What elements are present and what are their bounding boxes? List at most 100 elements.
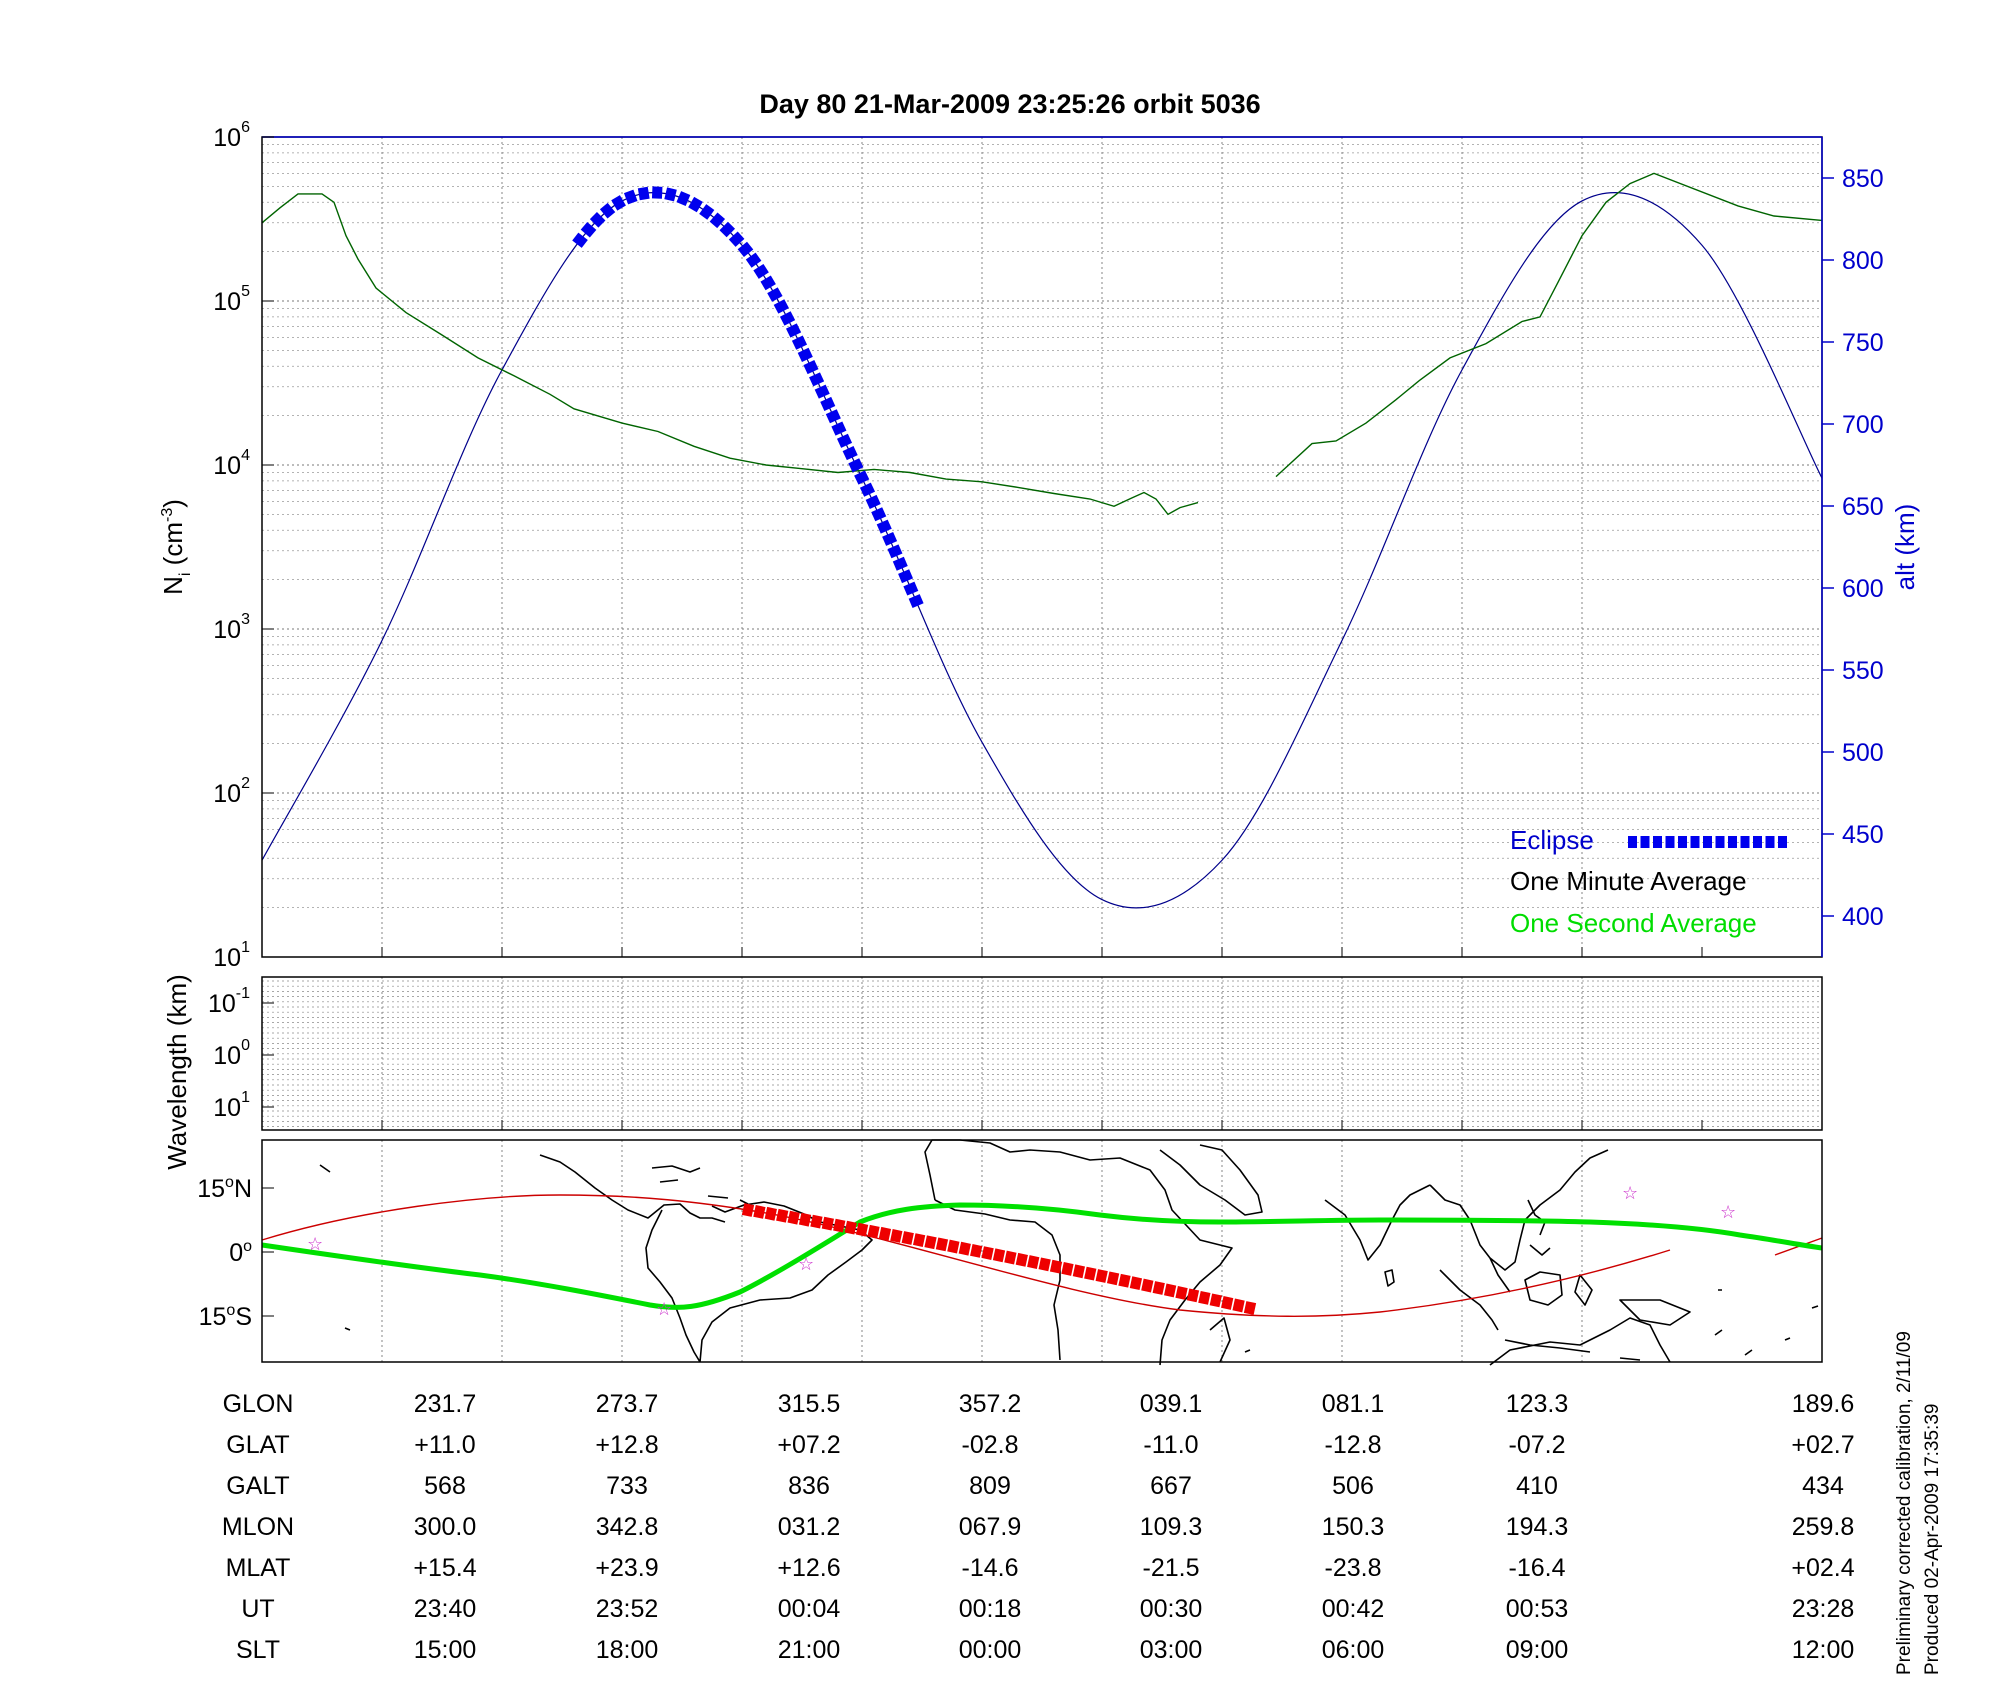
table-cell: 067.9	[959, 1513, 1022, 1541]
map-eclipse-marker	[1038, 1257, 1051, 1272]
eclipse-marker	[871, 507, 887, 522]
map-eclipse-marker	[753, 1204, 766, 1219]
y-tick-label: 800	[1842, 247, 1884, 275]
map-eclipse-marker	[764, 1206, 777, 1221]
map-eclipse-marker	[1118, 1273, 1131, 1288]
legend-eclipse-marker	[1653, 836, 1662, 848]
eclipse-marker	[688, 196, 703, 213]
table-cell: 315.5	[778, 1390, 841, 1418]
map-eclipse-marker	[1175, 1285, 1188, 1300]
star-icon: ☆	[1720, 1202, 1736, 1223]
top-grid	[262, 137, 1822, 958]
eclipse-marker	[623, 189, 638, 205]
eclipse-markers	[572, 186, 924, 608]
table-cell: +12.8	[595, 1431, 658, 1459]
eclipse-marker	[814, 384, 830, 399]
legend: Eclipse One Minute Average One Second Av…	[1510, 825, 1787, 938]
map-eclipse-marker	[741, 1203, 755, 1217]
map-eclipse-marker	[935, 1237, 949, 1252]
y-tick-label: 101	[213, 1089, 250, 1122]
table-cell: +02.4	[1791, 1554, 1854, 1582]
table-cell: 109.3	[1140, 1513, 1203, 1541]
eclipse-marker	[664, 187, 677, 202]
map-eclipse-marker	[878, 1226, 892, 1241]
wavelength-y-ticks: 10-1 100 101	[208, 985, 1703, 1130]
eclipse-marker	[892, 556, 908, 571]
map-eclipse-marker	[1209, 1293, 1222, 1308]
map-eclipse-marker	[1027, 1255, 1040, 1269]
map-eclipse-marker	[958, 1241, 971, 1256]
eclipse-marker	[599, 202, 616, 219]
map-eclipse-marker	[1243, 1301, 1257, 1315]
y-tick-label: 106	[213, 119, 250, 152]
map-eclipse-markers	[741, 1203, 1257, 1315]
ephemeris-table: GLON GLAT GALT MLON MLAT UT SLT 231.7 +11.0 568 30…	[222, 1390, 1855, 1664]
eclipse-marker	[611, 195, 626, 211]
eclipse-marker	[637, 186, 650, 201]
table-cell: 03:00	[1140, 1636, 1203, 1664]
table-cell: 031.2	[778, 1513, 841, 1541]
eclipse-marker	[753, 263, 769, 279]
map-eclipse-marker	[1232, 1298, 1245, 1313]
produced-note: Produced 02-Apr-2009 17:35:39	[1922, 1404, 1943, 1675]
table-cell: 809	[969, 1472, 1011, 1500]
eclipse-marker	[898, 569, 914, 584]
table-cell: +12.6	[777, 1554, 840, 1582]
footprint-track	[261, 1202, 1823, 1310]
eclipse-marker	[719, 221, 736, 238]
table-cell: 836	[788, 1472, 830, 1500]
table-row-label: SLT	[236, 1636, 280, 1664]
eclipse-marker	[859, 482, 876, 497]
map-eclipse-marker	[992, 1248, 1006, 1263]
eclipse-marker	[809, 372, 825, 387]
table-cell: 23:52	[596, 1595, 659, 1623]
map-eclipse-marker	[1015, 1252, 1028, 1267]
table-cell: 06:00	[1322, 1636, 1385, 1664]
table-row-label: MLAT	[226, 1554, 291, 1582]
map-eclipse-marker	[1152, 1281, 1165, 1295]
wavelength-axis-label: Wavelength (km)	[162, 974, 192, 1170]
table-cell: 18:00	[596, 1636, 659, 1664]
map-eclipse-marker	[981, 1246, 994, 1261]
y-tick-label: 103	[213, 611, 250, 644]
table-cell: -07.2	[1509, 1431, 1566, 1459]
legend-eclipse-marker	[1740, 836, 1750, 848]
table-cell: 410	[1516, 1472, 1558, 1500]
eclipse-marker	[651, 186, 663, 199]
table-cell: 733	[606, 1472, 648, 1500]
map-eclipse-marker	[798, 1212, 812, 1227]
legend-label-eclipse: Eclipse	[1510, 825, 1594, 855]
table-cell: -16.4	[1509, 1554, 1566, 1582]
eclipse-marker	[760, 275, 776, 291]
eclipse-marker	[887, 544, 903, 559]
map-eclipse-marker	[867, 1224, 880, 1239]
map-frame	[261, 1139, 1823, 1363]
legend-eclipse-marker	[1728, 836, 1737, 848]
eclipse-marker	[803, 360, 819, 375]
table-cell: 00:18	[959, 1595, 1022, 1623]
chart-title: Day 80 21-Mar-2009 23:25:26 orbit 5036	[759, 89, 1260, 119]
y-tick-label: 101	[213, 939, 250, 972]
map-eclipse-marker	[1186, 1288, 1200, 1303]
table-cell: -12.8	[1325, 1431, 1382, 1459]
table-cell: -23.8	[1325, 1554, 1382, 1582]
lat-tick-label-15n: 15oN	[197, 1174, 252, 1203]
map-eclipse-marker	[912, 1233, 926, 1248]
map-eclipse-marker	[1221, 1295, 1234, 1310]
star-icon: ☆	[307, 1234, 323, 1255]
table-cell: +15.4	[413, 1554, 476, 1582]
legend-eclipse-marker	[1628, 836, 1637, 848]
table-cell: 15:00	[414, 1636, 477, 1664]
map-eclipse-marker	[1095, 1269, 1108, 1283]
y-tick-label: 500	[1842, 739, 1884, 767]
eclipse-marker	[767, 287, 783, 302]
map-eclipse-marker	[855, 1222, 869, 1237]
table-row-label: GLON	[223, 1390, 294, 1418]
map-eclipse-marker	[890, 1228, 903, 1243]
density-series	[262, 172, 1822, 516]
eclipse-marker	[825, 409, 841, 424]
lat-tick-label-0: 0o	[229, 1238, 252, 1267]
map-eclipse-marker	[1084, 1266, 1097, 1281]
table-cell: 667	[1150, 1472, 1192, 1500]
table-cell: +23.9	[595, 1554, 658, 1582]
